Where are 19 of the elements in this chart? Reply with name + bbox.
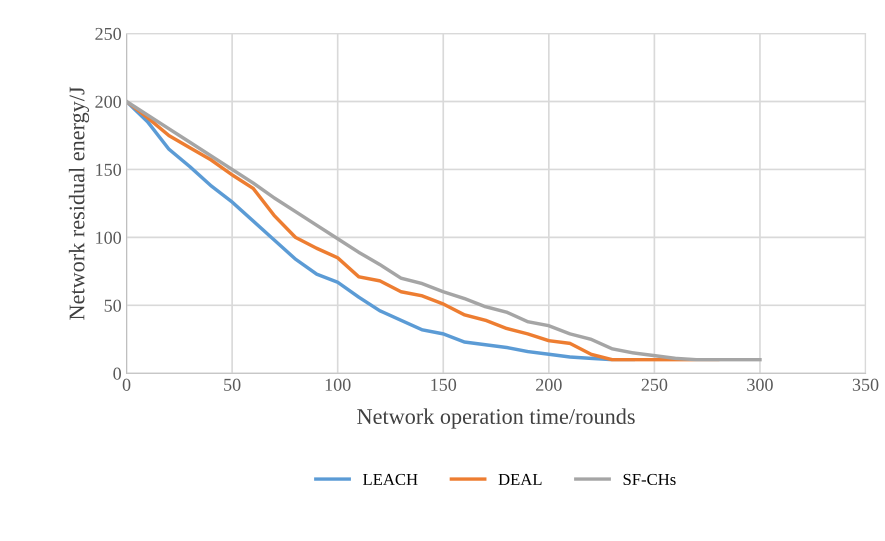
x-tick-label: 0 [122, 378, 130, 391]
x-tick-label: 250 [642, 378, 668, 391]
legend-label: LEACH [363, 474, 418, 486]
x-tick-label: 350 [852, 378, 878, 391]
y-tick-label: 50 [104, 300, 122, 312]
x-tick-label: 150 [431, 378, 456, 391]
y-tick-label: 250 [95, 28, 122, 40]
y-tick-label: 0 [113, 368, 122, 380]
legend-label: SF-CHs [624, 474, 676, 486]
legend-label: DEAL [498, 474, 542, 485]
x-tick-label: 300 [747, 378, 773, 391]
x-axis-title: Network operation time/rounds [357, 408, 635, 429]
x-tick-label: 200 [536, 378, 562, 391]
x-tick-label: 50 [224, 378, 240, 391]
y-axis-title: Network residual energy/J [68, 86, 90, 320]
y-tick-label: 100 [96, 232, 122, 244]
y-tick-label: 150 [96, 164, 122, 176]
y-tick-label: 200 [95, 96, 122, 108]
x-tick-label: 100 [326, 378, 351, 391]
